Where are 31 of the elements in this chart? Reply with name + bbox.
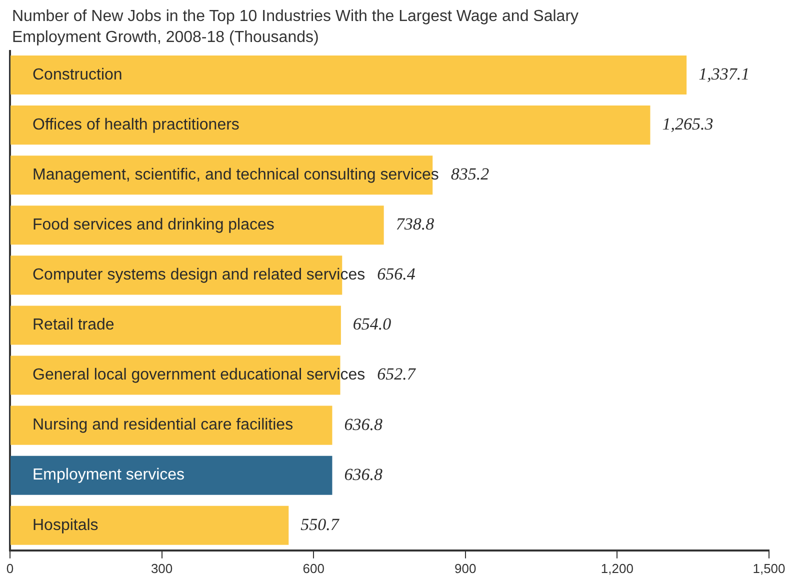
y-tick-label: Hospitals (32, 516, 98, 534)
data-label: 835.2 (450, 164, 490, 184)
bar (10, 206, 384, 245)
data-label: 738.8 (396, 214, 435, 234)
bar (10, 106, 650, 145)
x-tick-label: 1,200 (600, 560, 634, 576)
data-label: 1,337.1 (698, 64, 750, 84)
data-label: 636.8 (344, 414, 383, 434)
x-tick-label: 300 (150, 560, 173, 576)
data-label: 550.7 (300, 514, 340, 534)
bar (10, 306, 341, 345)
y-tick-label: Construction (32, 66, 122, 84)
bar (10, 406, 332, 445)
data-label: 654.0 (352, 314, 392, 334)
x-tick-label: 600 (302, 560, 324, 576)
y-tick-label: Employment services (32, 466, 185, 484)
y-tick-label: Food services and drinking places (32, 216, 274, 234)
bar (10, 506, 289, 545)
y-tick-label: Offices of health practitioners (32, 116, 240, 134)
y-tick-label: Nursing and residential care facilities (32, 416, 294, 434)
x-tick-label: 900 (454, 560, 476, 576)
data-label: 1,265.3 (662, 114, 714, 134)
data-label: 652.7 (377, 364, 417, 384)
chart-title: Number of New Jobs in the Top 10 Industries With the Largest Wage and Salary Employment Growth, 2008-18 (Thousands) (12, 7, 580, 48)
data-label: 636.8 (344, 464, 383, 484)
bar (10, 56, 687, 95)
data-label: 656.4 (377, 264, 416, 284)
y-tick-label: Retail trade (32, 316, 114, 334)
bar (10, 456, 332, 495)
x-tick-label: 0 (6, 560, 14, 576)
x-tick-label: 1,500 (752, 560, 786, 576)
